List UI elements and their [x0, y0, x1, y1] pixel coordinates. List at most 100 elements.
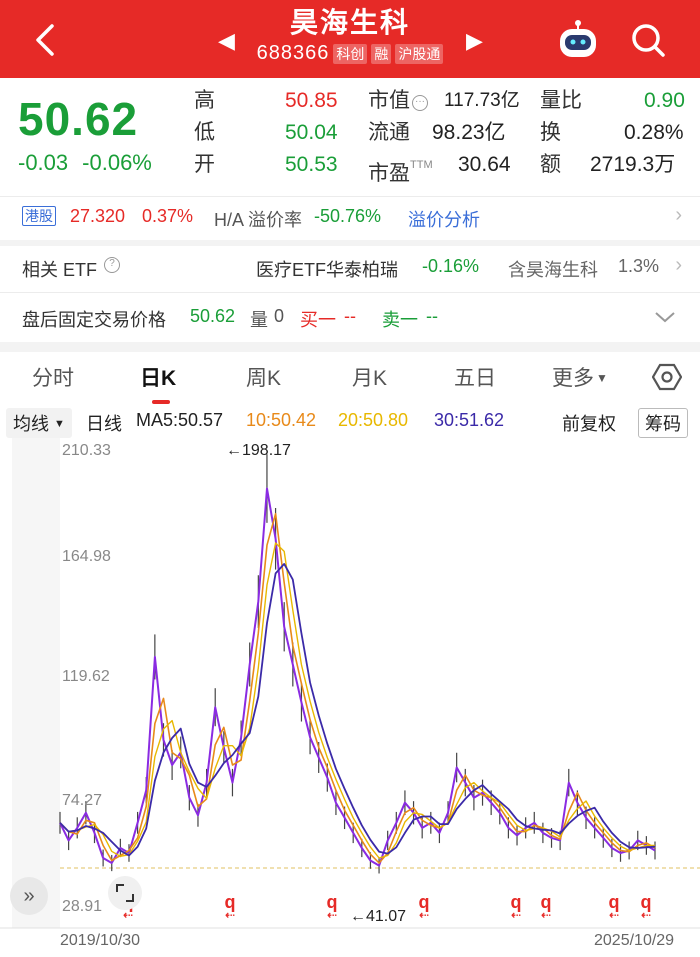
etf-name[interactable]: 医疗ETF华泰柏瑞 [256, 260, 398, 280]
hk-pct: 0.37% [142, 206, 194, 226]
ma10-value: 10:50.42 [246, 410, 317, 430]
high-value: 50.85 [285, 89, 338, 112]
event-marker[interactable]: q⇠ [510, 892, 522, 922]
ma20-line [59, 542, 655, 859]
premium-analysis-link[interactable]: 溢价分析 [408, 210, 480, 230]
turnover-label: 换 [540, 121, 561, 144]
float-value: 98.23亿 [432, 121, 506, 144]
y-tick: 74.27 [62, 792, 103, 809]
chevron-down-icon[interactable] [654, 310, 676, 324]
more-dots-icon[interactable]: ··· [412, 95, 428, 111]
low-label: 低 [194, 121, 215, 144]
volratio-value: 0.90 [644, 89, 685, 112]
after-hours-label: 盘后固定交易价格 [22, 310, 166, 330]
last-price: 50.62 [18, 93, 139, 145]
ma10-line [59, 512, 656, 864]
after-hours-price: 50.62 [190, 306, 236, 326]
float-label: 流通 [368, 121, 410, 144]
event-marker[interactable]: q⇠ [326, 892, 338, 922]
etf-label: 相关 ETF [22, 260, 97, 280]
pe-value: 30.64 [458, 153, 511, 176]
ma-selector-button[interactable]: 均线 ▼ [6, 408, 72, 438]
period-label: 日线 [86, 414, 122, 434]
divider [0, 292, 700, 293]
ma5-value: MA5:50.57 [136, 410, 224, 430]
ask-label: 卖一 [382, 310, 418, 330]
expand-sidebar-button[interactable]: » [10, 877, 48, 915]
ask-value: -- [426, 306, 438, 326]
badge-connect: 沪股通 [395, 43, 444, 64]
event-marker[interactable]: q⇠ [224, 892, 236, 922]
hk-tag: 港股 [22, 206, 56, 226]
chips-button[interactable]: 筹码 [638, 408, 688, 438]
open-value: 50.53 [285, 153, 338, 176]
event-marker[interactable]: q⇠ [418, 892, 430, 922]
y-tick: 210.33 [62, 442, 111, 459]
stock-code: 688366 [256, 42, 330, 64]
search-icon[interactable] [628, 20, 668, 60]
kline-svg [0, 438, 700, 929]
tab-daily-k[interactable]: 日K [140, 367, 177, 390]
premium-value: -50.76% [314, 206, 382, 226]
tab-weekly-k[interactable]: 周K [246, 367, 282, 390]
min-price-annotation: ←41.07 [350, 908, 407, 925]
quote-panel: 50.62 -0.03 -0.06% 高 50.85 低 50.04 开 50.5… [0, 78, 700, 196]
divider [0, 240, 700, 246]
x-end-date: 2025/10/29 [594, 932, 675, 949]
high-label: 高 [194, 89, 215, 112]
price-change: -0.03 -0.06% [18, 150, 152, 176]
dropdown-icon: ▼ [596, 371, 608, 385]
event-marker[interactable]: q⇠ [640, 892, 652, 922]
etf-contain-pct: 1.3% [618, 256, 660, 276]
hk-share-row[interactable]: 港股 27.320 0.37% H/A 溢价率 -50.76% 溢价分析 › [0, 204, 700, 230]
open-label: 开 [194, 153, 215, 176]
change-percent: -0.06% [82, 150, 152, 175]
amount-label: 额 [540, 153, 561, 176]
max-price-annotation: ←198.17 [226, 442, 291, 459]
chevron-right-icon: › [675, 254, 682, 276]
badge-star-market: 科创 [333, 43, 368, 64]
event-marker[interactable]: q⇠ [608, 892, 620, 922]
ma20-value: 20:50.80 [338, 410, 409, 430]
y-axis-bg [12, 438, 60, 928]
dropdown-icon: ▼ [54, 418, 65, 430]
prev-stock-icon[interactable]: ◀ [218, 28, 235, 53]
tab-five-day[interactable]: 五日 [454, 367, 496, 390]
stock-name: 昊海生科 [289, 7, 410, 38]
divider [0, 196, 700, 197]
tab-monthly-k[interactable]: 月K [352, 367, 388, 390]
after-hours-vol-label: 量 [250, 310, 268, 330]
change-amount: -0.03 [18, 150, 69, 175]
section-divider [0, 342, 700, 352]
top-bar: ◀ 昊海生科 688366 科创 融 沪股通 ▶ [0, 0, 700, 78]
back-arrow-icon[interactable] [26, 20, 66, 60]
bid-value: -- [344, 306, 356, 326]
mktcap-value: 117.73亿 [444, 90, 520, 111]
tab-intraday[interactable]: 分时 [32, 367, 74, 390]
adjust-button[interactable]: 前复权 [562, 414, 616, 434]
next-stock-icon[interactable]: ▶ [466, 28, 483, 53]
active-tab-indicator [152, 400, 170, 404]
x-start-date: 2019/10/30 [60, 932, 141, 949]
fullscreen-icon[interactable] [108, 876, 142, 910]
help-icon[interactable]: ? [104, 257, 120, 273]
event-marker[interactable]: q⇠ [540, 892, 552, 922]
tab-more[interactable]: 更多 ▼ [552, 367, 608, 390]
kline-chart[interactable]: 210.33 164.98 119.62 74.27 28.91 ←198.17… [0, 438, 700, 957]
premium-label: H/A 溢价率 [214, 210, 303, 230]
pe-label: 市盈TTM [368, 159, 433, 185]
assistant-robot-icon[interactable] [556, 18, 600, 60]
amount-value: 2719.3万 [590, 153, 676, 176]
etf-contain-label: 含昊海生科 [508, 260, 598, 280]
y-tick: 28.91 [62, 898, 103, 915]
settings-icon[interactable] [652, 363, 682, 391]
after-hours-row[interactable]: 盘后固定交易价格 50.62 量 0 买一 -- 卖一 -- [0, 306, 700, 330]
badge-margin: 融 [371, 43, 392, 64]
low-value: 50.04 [285, 121, 338, 144]
etf-row[interactable]: 相关 ETF ? 医疗ETF华泰柏瑞 -0.16% 含昊海生科 1.3% › [0, 254, 700, 280]
mktcap-label: 市值 ··· [368, 86, 428, 116]
turnover-value: 0.28% [624, 121, 684, 144]
ma5-line [59, 487, 656, 867]
hk-price: 27.320 [70, 206, 126, 226]
ma30-value: 30:51.62 [434, 410, 505, 430]
